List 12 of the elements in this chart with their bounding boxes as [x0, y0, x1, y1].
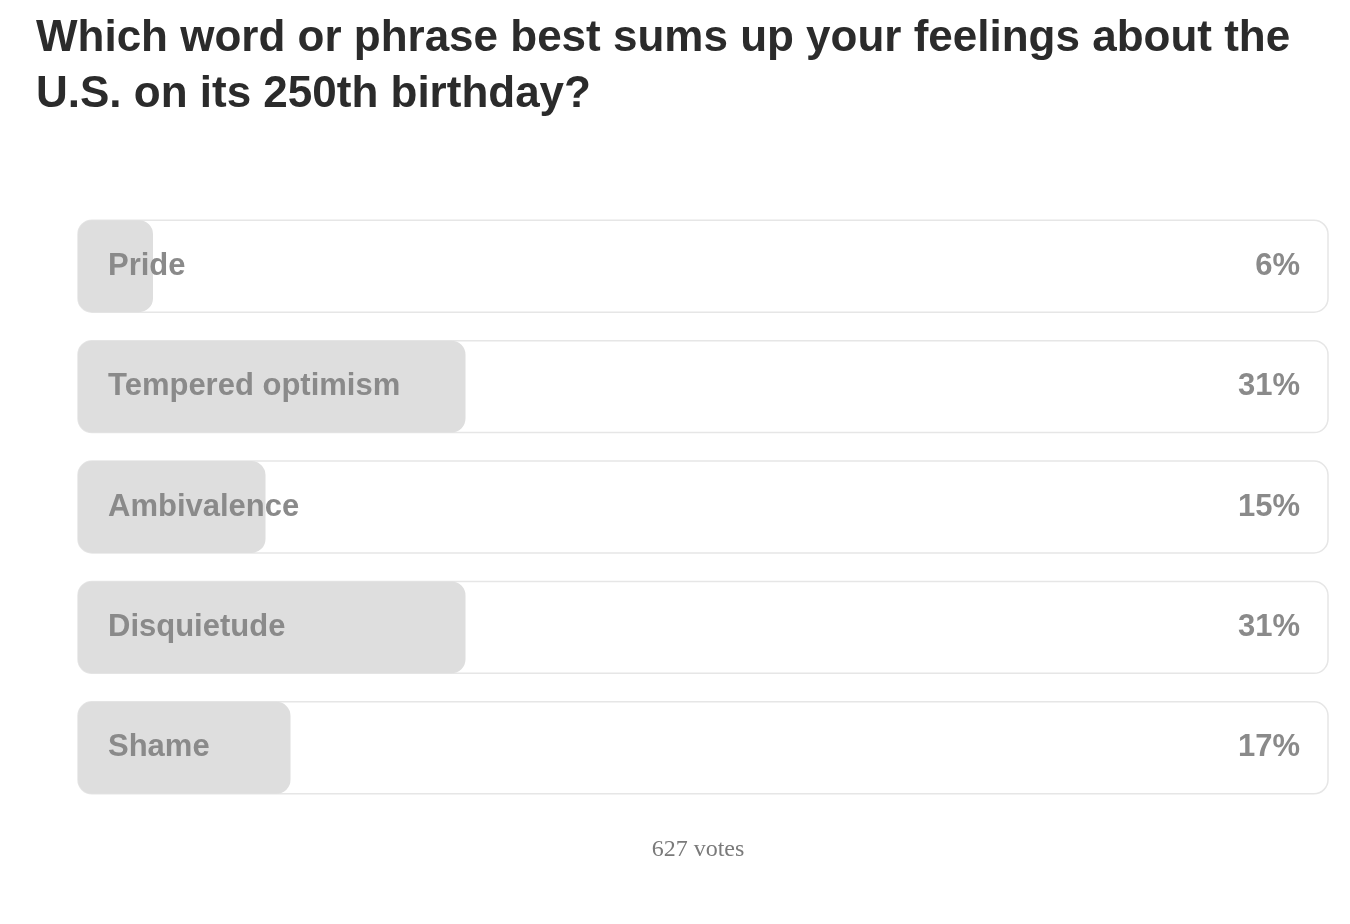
text: 627 votes — [650, 835, 746, 862]
chart-title: Which word or phrase best sums up your feelings about the U.S. on its 250th birthday? — [36, 10, 1292, 118]
y-tick-label: Tempered optimism — [108, 367, 401, 403]
data-label: 15% — [1237, 487, 1300, 523]
data-label: 17% — [1237, 728, 1300, 764]
data-label: 31% — [1237, 607, 1300, 643]
y-tick-label: Shame — [108, 728, 210, 764]
y-tick-label: Disquietude — [108, 607, 286, 643]
y-tick-label: Ambivalence — [108, 487, 300, 523]
data-label: 31% — [1237, 367, 1300, 403]
y-tick-label: Pride — [108, 246, 186, 282]
data-label: 6% — [1255, 246, 1300, 282]
